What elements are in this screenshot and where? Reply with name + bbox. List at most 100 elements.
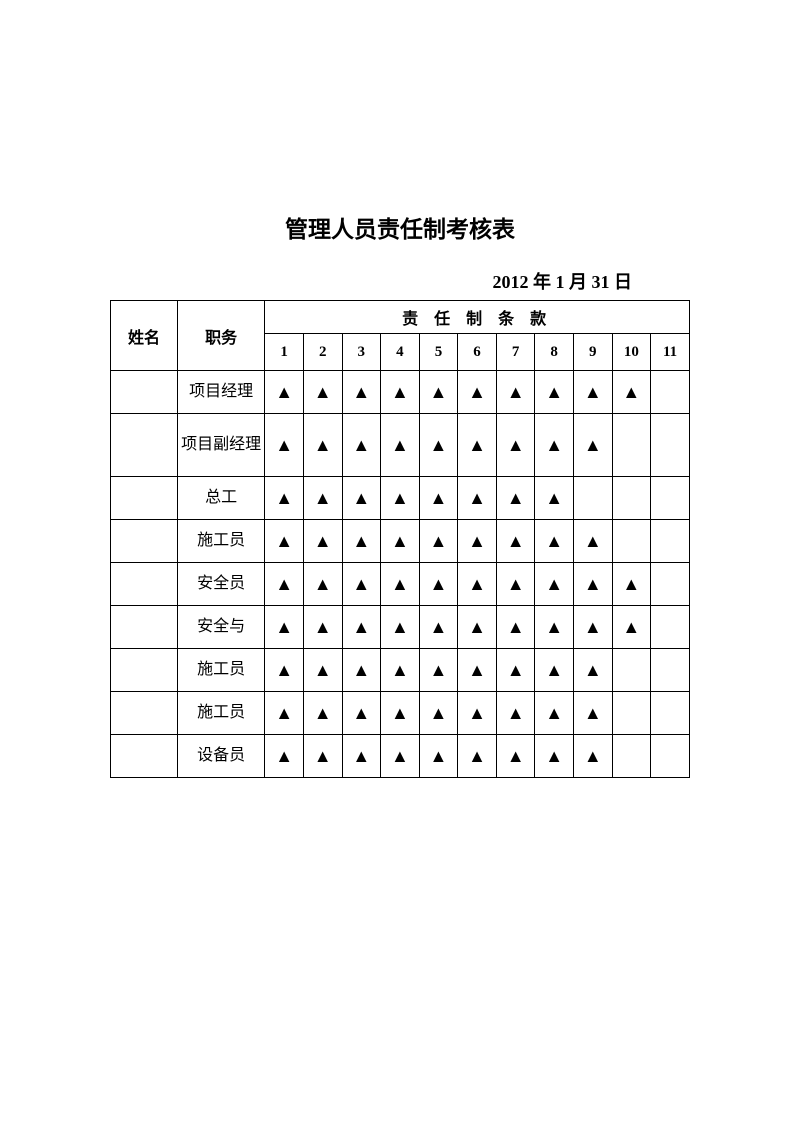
cell-mark: [651, 520, 690, 563]
cell-mark: ▲: [496, 735, 535, 778]
cell-mark: ▲: [458, 477, 497, 520]
table-row: 安全与▲▲▲▲▲▲▲▲▲▲: [111, 606, 690, 649]
cell-mark: ▲: [265, 563, 304, 606]
cell-mark: ▲: [535, 371, 574, 414]
cell-mark: ▲: [573, 649, 612, 692]
cell-name: [111, 520, 178, 563]
cell-mark: ▲: [265, 606, 304, 649]
page-title: 管理人员责任制考核表: [110, 210, 690, 244]
cell-mark: [651, 692, 690, 735]
cell-mark: ▲: [535, 606, 574, 649]
table-row: 总工▲▲▲▲▲▲▲▲: [111, 477, 690, 520]
cell-mark: ▲: [303, 692, 342, 735]
cell-mark: ▲: [612, 371, 651, 414]
cell-mark: ▲: [342, 414, 381, 477]
cell-role: 总工: [178, 477, 265, 520]
cell-mark: ▲: [419, 735, 458, 778]
cell-mark: ▲: [458, 414, 497, 477]
cell-role: 施工员: [178, 649, 265, 692]
cell-mark: ▲: [265, 414, 304, 477]
cell-mark: [612, 692, 651, 735]
cell-mark: [651, 735, 690, 778]
cell-mark: ▲: [573, 735, 612, 778]
cell-mark: [612, 649, 651, 692]
header-group: 责 任 制 条 款: [265, 301, 690, 334]
cell-mark: ▲: [419, 649, 458, 692]
table-row: 施工员▲▲▲▲▲▲▲▲▲: [111, 520, 690, 563]
header-num: 1: [265, 334, 304, 371]
cell-mark: ▲: [342, 692, 381, 735]
cell-mark: [612, 477, 651, 520]
cell-mark: ▲: [535, 414, 574, 477]
cell-name: [111, 692, 178, 735]
cell-role: 设备员: [178, 735, 265, 778]
cell-mark: ▲: [342, 371, 381, 414]
cell-mark: ▲: [303, 477, 342, 520]
cell-role: 安全与: [178, 606, 265, 649]
cell-name: [111, 735, 178, 778]
cell-mark: ▲: [265, 735, 304, 778]
header-num: 10: [612, 334, 651, 371]
cell-mark: ▲: [381, 606, 420, 649]
cell-mark: ▲: [535, 692, 574, 735]
cell-name: [111, 563, 178, 606]
cell-mark: ▲: [303, 520, 342, 563]
cell-mark: [612, 520, 651, 563]
table-row: 施工员▲▲▲▲▲▲▲▲▲: [111, 692, 690, 735]
header-num: 7: [496, 334, 535, 371]
cell-mark: ▲: [573, 520, 612, 563]
header-num: 9: [573, 334, 612, 371]
cell-role: 施工员: [178, 520, 265, 563]
cell-mark: ▲: [419, 606, 458, 649]
cell-mark: ▲: [458, 735, 497, 778]
cell-mark: ▲: [458, 649, 497, 692]
cell-mark: [612, 414, 651, 477]
cell-mark: ▲: [303, 649, 342, 692]
header-num: 3: [342, 334, 381, 371]
header-num: 11: [651, 334, 690, 371]
cell-mark: ▲: [573, 414, 612, 477]
cell-mark: ▲: [342, 563, 381, 606]
cell-mark: ▲: [573, 563, 612, 606]
cell-mark: ▲: [535, 649, 574, 692]
cell-mark: ▲: [265, 649, 304, 692]
cell-mark: ▲: [419, 563, 458, 606]
cell-mark: ▲: [265, 477, 304, 520]
cell-mark: ▲: [419, 371, 458, 414]
cell-mark: ▲: [265, 520, 304, 563]
assessment-table: 姓名 职务 责 任 制 条 款 1 2 3 4 5 6 7 8 9 10 11 …: [110, 300, 690, 778]
cell-name: [111, 606, 178, 649]
cell-mark: ▲: [381, 371, 420, 414]
cell-name: [111, 414, 178, 477]
header-role: 职务: [178, 301, 265, 371]
cell-mark: ▲: [535, 735, 574, 778]
cell-mark: [612, 735, 651, 778]
table-row: 安全员▲▲▲▲▲▲▲▲▲▲: [111, 563, 690, 606]
cell-mark: ▲: [381, 477, 420, 520]
cell-mark: ▲: [381, 520, 420, 563]
header-num: 5: [419, 334, 458, 371]
cell-mark: ▲: [458, 563, 497, 606]
cell-mark: ▲: [303, 414, 342, 477]
cell-mark: ▲: [458, 606, 497, 649]
cell-mark: ▲: [535, 563, 574, 606]
cell-mark: ▲: [612, 606, 651, 649]
table-row: 施工员▲▲▲▲▲▲▲▲▲: [111, 649, 690, 692]
cell-mark: ▲: [381, 563, 420, 606]
cell-mark: ▲: [303, 606, 342, 649]
cell-mark: ▲: [496, 649, 535, 692]
cell-mark: ▲: [381, 735, 420, 778]
cell-mark: ▲: [573, 371, 612, 414]
cell-mark: ▲: [303, 563, 342, 606]
cell-mark: ▲: [573, 606, 612, 649]
cell-mark: ▲: [342, 606, 381, 649]
cell-mark: ▲: [381, 692, 420, 735]
header-name: 姓名: [111, 301, 178, 371]
cell-role: 项目经理: [178, 371, 265, 414]
cell-mark: [651, 649, 690, 692]
table-row: 项目副经理▲▲▲▲▲▲▲▲▲: [111, 414, 690, 477]
cell-name: [111, 371, 178, 414]
cell-mark: [573, 477, 612, 520]
cell-mark: ▲: [535, 477, 574, 520]
cell-mark: ▲: [496, 520, 535, 563]
